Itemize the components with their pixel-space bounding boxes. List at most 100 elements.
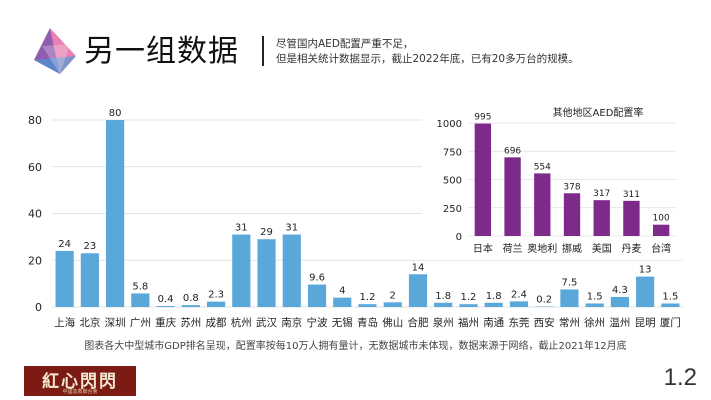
city-x-label-0: 上海 [54, 316, 75, 329]
city-y-tick-3: 60 [28, 161, 42, 174]
city-value-label-23: 13 [639, 265, 652, 276]
page-number: 1.2 [663, 364, 697, 391]
city-bar-15 [434, 302, 453, 307]
city-x-label-16: 福州 [458, 316, 479, 329]
city-value-label-19: 0.2 [536, 295, 552, 306]
inset-y-tick-1: 250 [443, 204, 462, 215]
brand-name: 紅心閃閃 [42, 372, 118, 392]
title-divider [262, 36, 264, 66]
inset-x-label-6: 台湾 [651, 242, 671, 255]
inset-y-tick-0: 0 [456, 232, 462, 243]
city-bar-10 [307, 284, 327, 307]
city-bar-18 [509, 301, 529, 307]
city-x-label-8: 武汉 [256, 316, 277, 329]
region-aed-inset-chart: 其他地区AED配置率 0 250 500 750 1000 995 日本 696 荷兰 554 奥地利… [422, 100, 684, 260]
inset-bar-5 [623, 200, 640, 236]
page-subtitle: 尽管国内AED配置严重不足， 但是相关统计数据显示，截止2022年底，已有20多… [276, 37, 579, 67]
city-x-label-2: 深圳 [105, 317, 126, 329]
city-value-label-14: 14 [412, 262, 425, 273]
city-bar-1 [80, 253, 99, 307]
city-value-label-24: 1.5 [662, 291, 678, 302]
city-value-label-1: 23 [83, 241, 96, 252]
city-bar-6 [206, 301, 226, 307]
inset-y-tick-4: 1000 [437, 119, 462, 130]
inset-bar-2 [534, 173, 551, 236]
city-value-label-0: 24 [58, 239, 71, 250]
inset-bar-6 [652, 224, 670, 236]
city-value-label-9: 31 [285, 223, 298, 234]
city-x-label-20: 常州 [559, 316, 580, 329]
city-x-label-9: 南京 [281, 316, 302, 329]
city-value-label-21: 1.5 [587, 291, 603, 302]
city-value-label-4: 0.4 [158, 294, 174, 305]
inset-value-label-2: 554 [534, 162, 551, 172]
city-value-label-16: 1.2 [461, 292, 477, 303]
city-value-label-17: 1.8 [486, 291, 502, 302]
inset-background [422, 100, 684, 260]
inset-title: 其他地区AED配置率 [553, 106, 644, 119]
city-x-label-15: 泉州 [433, 316, 454, 329]
city-bar-0 [55, 250, 74, 307]
city-bar-3 [131, 293, 150, 307]
inset-value-label-3: 378 [563, 182, 580, 192]
city-x-label-22: 温州 [609, 317, 630, 329]
city-x-label-3: 广州 [130, 317, 151, 329]
city-bar-23 [636, 276, 655, 307]
city-bar-8 [257, 239, 276, 307]
city-aed-chart: 02040608024上海23北京80深圳5.8广州0.4重庆0.8苏州2.3成… [28, 108, 683, 329]
city-x-label-23: 昆明 [635, 317, 656, 329]
brand-tagline: 中國急救聯合會 [62, 389, 98, 395]
inset-x-label-5: 丹麦 [621, 243, 641, 255]
city-bar-9 [282, 234, 301, 307]
inset-x-label-0: 日本 [473, 242, 493, 255]
city-value-label-5: 0.8 [183, 293, 199, 304]
city-bar-21 [585, 303, 604, 307]
city-x-label-6: 成都 [206, 317, 227, 329]
city-bar-20 [560, 289, 579, 307]
inset-bar-3 [563, 193, 581, 236]
inset-value-label-1: 696 [504, 146, 521, 156]
page-title: 另一组数据 [84, 34, 239, 69]
city-value-label-20: 7.5 [561, 277, 577, 288]
city-value-label-8: 29 [260, 227, 273, 238]
brand-logo: 紅心閃閃 中國急救聯合會 [24, 366, 136, 396]
inset-x-label-3: 挪威 [562, 242, 582, 255]
city-value-label-12: 1.2 [360, 292, 376, 303]
city-x-label-11: 无锡 [332, 316, 353, 329]
city-bar-22 [610, 296, 629, 307]
city-x-label-17: 南通 [483, 316, 504, 329]
city-y-tick-0: 0 [35, 301, 42, 314]
city-bar-5 [181, 305, 200, 307]
city-bar-16 [459, 304, 478, 307]
chart-footnote: 图表各大中型城市GDP排名呈现，配置率按每10万人拥有量计，无数据城市未体现，数… [84, 341, 627, 352]
inset-x-label-2: 奥地利 [527, 242, 557, 255]
city-bar-24 [661, 303, 680, 307]
inset-value-label-4: 317 [593, 189, 610, 199]
city-x-label-12: 青岛 [357, 316, 378, 329]
city-value-label-22: 4.3 [612, 285, 628, 296]
city-bar-2 [106, 120, 125, 307]
inset-bar-0 [474, 123, 492, 236]
city-bar-14 [408, 274, 428, 307]
city-value-label-7: 31 [235, 223, 248, 234]
city-bar-17 [484, 302, 503, 307]
city-x-label-21: 徐州 [584, 316, 605, 329]
city-value-label-18: 2.4 [511, 289, 527, 300]
inset-y-tick-2: 500 [443, 176, 462, 187]
city-x-label-7: 杭州 [231, 316, 252, 329]
city-value-label-2: 80 [109, 108, 122, 119]
subtitle-line-2: 但是相关统计数据显示，截止2022年底，已有20多万台的规模。 [276, 53, 579, 65]
inset-value-label-0: 995 [474, 113, 491, 123]
city-bar-4 [156, 306, 175, 307]
city-bar-12 [358, 304, 377, 307]
city-value-label-10: 9.6 [309, 273, 325, 284]
city-x-label-13: 佛山 [382, 316, 403, 329]
inset-y-tick-3: 750 [443, 147, 462, 158]
city-x-label-1: 北京 [79, 316, 100, 329]
inset-x-label-1: 荷兰 [503, 242, 523, 255]
city-x-label-18: 东莞 [508, 316, 529, 329]
city-y-tick-4: 80 [28, 114, 42, 127]
city-y-tick-1: 20 [28, 254, 42, 267]
city-x-label-5: 苏州 [180, 316, 201, 329]
city-x-label-10: 宁波 [307, 316, 328, 329]
